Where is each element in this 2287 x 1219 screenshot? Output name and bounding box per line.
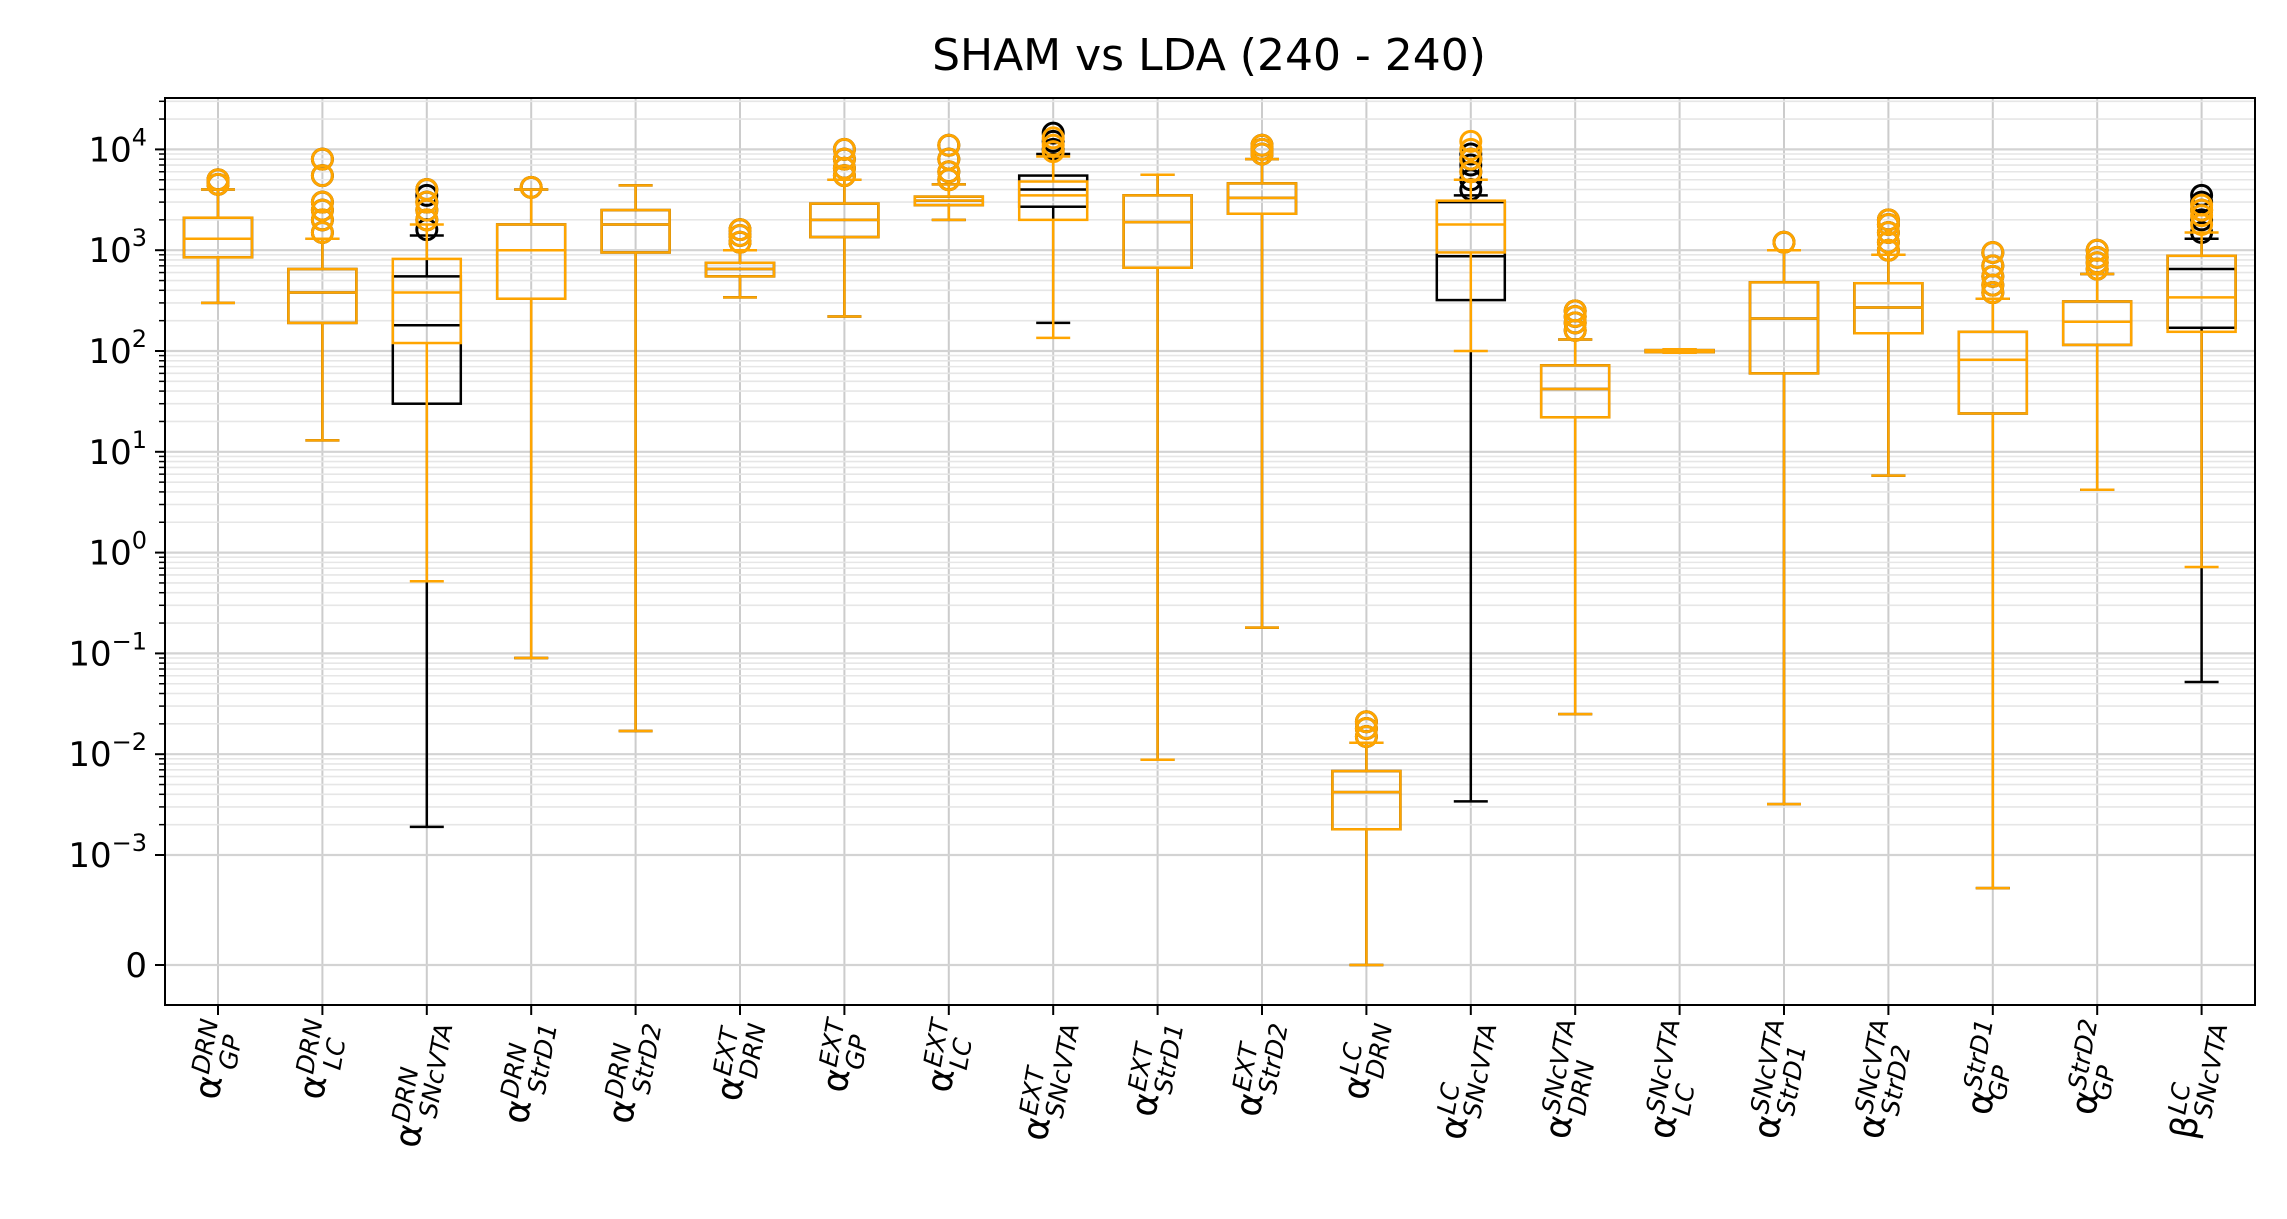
- box-series: [182, 121, 2237, 967]
- y-tick-label: 10−2: [68, 728, 147, 775]
- flier-point: [1876, 220, 1900, 244]
- x-tick-label: αSNcVTADRN: [1532, 1017, 1607, 1144]
- box-iqr: [1539, 364, 1611, 419]
- flier-point: [1876, 208, 1900, 232]
- box-iqr: [1331, 769, 1402, 831]
- box-iqr: [2166, 254, 2237, 334]
- plot-frame: [164, 97, 2256, 1006]
- flier-point: [1981, 254, 2005, 278]
- flier-point: [1041, 140, 1065, 164]
- flier-point: [310, 208, 334, 232]
- x-tick-label: αEXTStrD1: [1118, 1017, 1189, 1122]
- flier-point: [206, 168, 230, 192]
- box-iqr: [1957, 330, 2029, 415]
- box-iqr: [391, 257, 463, 345]
- y-tick-label: 10−1: [68, 627, 147, 674]
- flier-point: [1041, 126, 1065, 150]
- y-tick-label: 104: [88, 123, 147, 170]
- flier-point: [1354, 724, 1378, 748]
- flier-point: [832, 164, 856, 188]
- y-tick-label: 0: [125, 946, 147, 986]
- flier-point: [1563, 311, 1587, 335]
- flier-point: [832, 137, 856, 161]
- flier-point: [1459, 147, 1483, 171]
- flier-point: [2085, 238, 2109, 262]
- flier-point: [832, 147, 856, 171]
- flier-point: [728, 230, 752, 254]
- flier-point: [937, 160, 961, 184]
- y-tick-label: 103: [88, 224, 147, 271]
- flier-point: [310, 220, 334, 244]
- flier-point: [1981, 281, 2005, 305]
- x-tick-label: αEXTLC: [914, 1015, 981, 1097]
- series-lda: [182, 126, 2237, 967]
- flier-point: [1459, 137, 1483, 161]
- flier-point: [1981, 264, 2005, 288]
- x-tick-label: αLCSNcVTA: [1428, 1017, 1503, 1145]
- flier-point: [1459, 160, 1483, 184]
- y-tick-label: 101: [88, 426, 147, 473]
- box-iqr: [287, 267, 358, 325]
- flier-point: [728, 223, 752, 247]
- flier-point: [310, 190, 334, 214]
- flier-point: [1354, 716, 1378, 740]
- flier-point: [415, 190, 439, 214]
- flier-point: [519, 175, 543, 199]
- box-iqr: [600, 208, 671, 254]
- y-tick-label: 102: [88, 325, 147, 372]
- flier-point: [1459, 129, 1483, 153]
- flier-point: [1876, 230, 1900, 254]
- flier-point: [310, 164, 334, 188]
- flier-point: [1772, 230, 1796, 254]
- flier-point: [1354, 710, 1378, 734]
- flier-point: [1563, 299, 1587, 323]
- box-iqr: [1017, 180, 1089, 222]
- flier-point: [937, 133, 961, 157]
- y-axis: 104 103 102 101 100 10−1 10−2 10−3 0: [68, 100, 165, 986]
- flier-point: [310, 147, 334, 171]
- flier-point: [310, 198, 334, 222]
- y-tick-label: 10−3: [68, 829, 147, 876]
- x-tick-label: αDRNGP: [182, 1016, 250, 1104]
- flier-point: [1041, 133, 1065, 157]
- flier-point: [937, 147, 961, 171]
- flier-point: [2190, 193, 2214, 217]
- box-iqr: [1748, 281, 1820, 375]
- flier-point: [415, 178, 439, 202]
- y-tick-label: 100: [88, 527, 147, 574]
- flier-point: [728, 218, 752, 242]
- flier-point: [415, 208, 439, 232]
- chart-title: SHAM vs LDA (240 - 240): [932, 30, 1486, 81]
- box-iqr: [495, 223, 567, 300]
- x-tick-label: αStrD2GP: [2058, 1017, 2129, 1120]
- flier-point: [2085, 245, 2109, 269]
- flier-point: [1250, 133, 1274, 157]
- flier-point: [1459, 153, 1483, 177]
- flier-point: [415, 183, 439, 207]
- flier-point: [1876, 238, 1900, 262]
- x-tick-label: αEXTGP: [809, 1015, 876, 1097]
- flier-point: [1981, 240, 2005, 264]
- box-iqr: [1122, 194, 1193, 269]
- box-iqr: [2061, 300, 2133, 347]
- box-iqr: [1435, 199, 1507, 254]
